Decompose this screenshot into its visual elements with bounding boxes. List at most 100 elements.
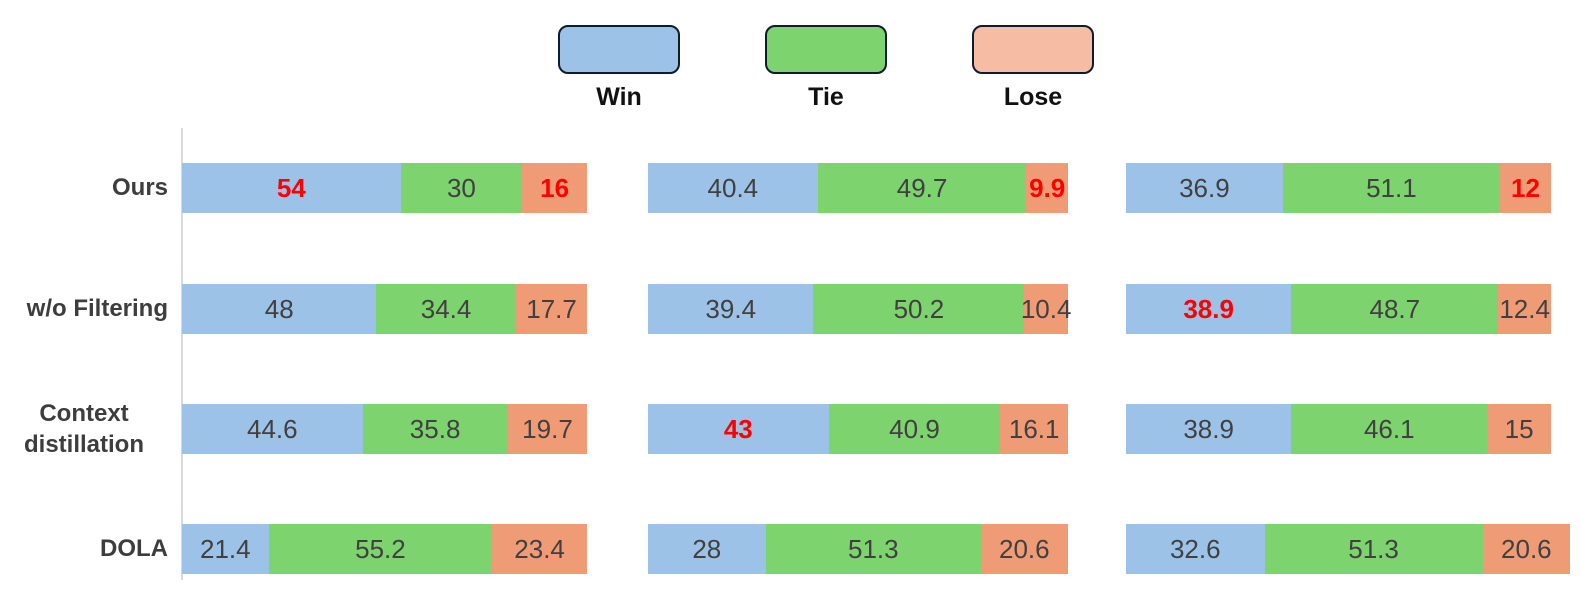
bar-panel1-dola: 21.4 55.2 23.4 (182, 524, 587, 574)
value-label: 46.1 (1363, 414, 1415, 444)
segment-tie: 48.7 (1291, 284, 1499, 334)
segment-tie: 34.4 (376, 284, 516, 334)
value-label: 15 (1504, 414, 1534, 444)
segment-win: 44.6 (182, 404, 363, 454)
value-label: 38.9 (1183, 294, 1234, 324)
value-label: 34.4 (420, 294, 472, 324)
value-label: 51.3 (1348, 534, 1399, 564)
y-axis-line (181, 128, 183, 580)
bar-panel2-context-distillation: 43 40.9 16.1 (648, 404, 1068, 454)
segment-lose: 23.4 (492, 524, 587, 574)
value-label: 16.1 (1008, 414, 1060, 444)
bar-panel1-w-o-filtering: 48 34.4 17.7 (182, 284, 588, 334)
segment-lose: 15 (1487, 404, 1551, 454)
bar-panel3-context-distillation: 38.9 46.1 15 (1126, 404, 1551, 454)
bar-panel3-w-o-filtering: 38.9 48.7 12.4 (1126, 284, 1551, 334)
value-label: 28 (692, 534, 722, 564)
segment-win: 32.6 (1126, 524, 1265, 574)
segment-win: 39.4 (648, 284, 814, 334)
value-label: 12.4 (1499, 294, 1550, 324)
segment-lose: 16.1 (1000, 404, 1068, 454)
value-label: 32.6 (1169, 534, 1221, 564)
value-label: 48 (264, 294, 294, 324)
segment-lose: 12.4 (1498, 284, 1551, 334)
value-label: 16 (540, 173, 570, 203)
value-label: 43 (723, 414, 753, 444)
segment-tie: 30 (400, 163, 523, 213)
value-label: 23.4 (514, 534, 565, 564)
segment-tie: 40.9 (828, 404, 1001, 454)
segment-lose: 16 (522, 163, 587, 213)
legend-label-win: Win (596, 83, 642, 111)
value-label: 19.7 (522, 414, 573, 444)
value-label: 17.7 (526, 294, 577, 324)
win-swatch-icon (558, 25, 680, 74)
legend: Win Tie Lose (558, 25, 1094, 110)
segment-lose: 19.7 (507, 404, 588, 454)
value-label: 51.3 (848, 534, 899, 564)
bar-panel2-dola: 28 51.3 20.6 (648, 524, 1068, 574)
value-label: 44.6 (247, 414, 298, 444)
legend-item-tie: Tie (765, 25, 887, 110)
value-label: 54 (276, 173, 306, 203)
segment-tie: 55.2 (268, 524, 493, 574)
value-label: 20.6 (1501, 534, 1552, 564)
row-label-context-distillation: Context distillation (0, 400, 168, 458)
segment-tie: 35.8 (362, 404, 508, 454)
row-label-text: Ours (111, 174, 168, 202)
row-label-text: Context distillation (24, 399, 144, 458)
bar-panel1-context-distillation: 44.6 35.8 19.7 (182, 404, 588, 454)
value-label: 38.9 (1183, 414, 1234, 444)
segment-win: 54 (182, 163, 401, 213)
value-label: 30 (446, 173, 476, 203)
bar-panel2-ours: 40.4 49.7 9.9 (648, 163, 1068, 213)
legend-item-win: Win (558, 25, 680, 110)
value-label: 35.8 (409, 414, 461, 444)
value-label: 21.4 (200, 534, 251, 564)
segment-tie: 50.2 (813, 284, 1025, 334)
value-label: 39.4 (705, 294, 757, 324)
value-label: 12 (1511, 173, 1540, 203)
legend-label-tie: Tie (808, 83, 844, 111)
value-label: 10.4 (1020, 294, 1072, 324)
segment-win: 38.9 (1126, 404, 1292, 454)
segment-win: 36.9 (1126, 163, 1283, 213)
segment-lose: 20.6 (1482, 524, 1571, 574)
value-label: 51.1 (1366, 173, 1417, 203)
value-label: 9.9 (1029, 173, 1066, 203)
value-label: 55.2 (355, 534, 406, 564)
segment-win: 38.9 (1126, 284, 1292, 334)
value-label: 36.9 (1179, 173, 1230, 203)
row-label-text: DOLA (100, 535, 168, 563)
segment-win: 43 (648, 404, 829, 454)
row-label-w-o-filtering: w/o Filtering (0, 284, 168, 334)
value-label: 40.4 (707, 173, 759, 203)
segment-tie: 46.1 (1291, 404, 1488, 454)
segment-lose: 10.4 (1021, 284, 1071, 334)
tie-swatch-icon (765, 25, 887, 74)
segment-tie: 49.7 (817, 163, 1027, 213)
row-label-text: w/o Filtering (26, 295, 168, 323)
segment-lose: 20.6 (981, 524, 1068, 574)
bar-panel3-ours: 36.9 51.1 12 (1126, 163, 1551, 213)
value-label: 49.7 (896, 173, 948, 203)
value-label: 40.9 (889, 414, 940, 444)
lose-swatch-icon (972, 25, 1094, 74)
value-label: 50.2 (893, 294, 945, 324)
legend-label-lose: Lose (1003, 83, 1063, 111)
segment-tie: 51.3 (1264, 524, 1483, 574)
segment-lose: 12 (1499, 163, 1551, 213)
segment-win: 40.4 (648, 163, 818, 213)
bar-panel3-dola: 32.6 51.3 20.6 (1126, 524, 1571, 574)
segment-win: 21.4 (182, 524, 269, 574)
bar-panel2-w-o-filtering: 39.4 50.2 10.4 (648, 284, 1071, 334)
value-label: 48.7 (1369, 294, 1421, 324)
segment-win: 48 (182, 284, 377, 334)
segment-tie: 51.3 (765, 524, 982, 574)
row-label-dola: DOLA (0, 524, 168, 574)
segment-lose: 9.9 (1026, 163, 1068, 213)
segment-lose: 17.7 (515, 284, 588, 334)
segment-win: 28 (648, 524, 766, 574)
row-label-ours: Ours (0, 163, 168, 213)
